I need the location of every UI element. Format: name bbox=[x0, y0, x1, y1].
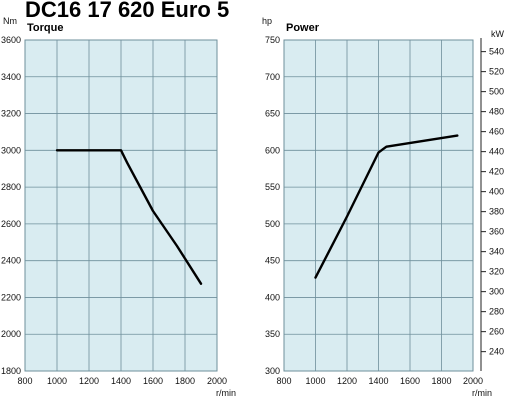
chart-2-y-right-tick-label: 280 bbox=[489, 307, 504, 317]
chart-2-y-tick-label: 750 bbox=[265, 35, 280, 45]
chart-1-y-unit-label: Nm bbox=[3, 16, 17, 26]
chart-2-y-right-tick-label: 440 bbox=[489, 147, 504, 157]
chart-2-title: Power bbox=[286, 22, 320, 34]
chart-2-y-right-tick-label: 520 bbox=[489, 67, 504, 77]
chart-1-y-tick-label: 3000 bbox=[1, 145, 21, 155]
chart-2-y-right-tick-label: 460 bbox=[489, 127, 504, 137]
chart-2-y-tick-label: 500 bbox=[265, 219, 280, 229]
chart-2-y-tick-label: 300 bbox=[265, 366, 280, 376]
chart-2-x-tick-label: 1600 bbox=[400, 376, 420, 386]
chart-1-y-tick-label: 2200 bbox=[1, 292, 21, 302]
page-title: DC16 17 620 Euro 5 bbox=[25, 0, 230, 22]
chart-1-series-line bbox=[55, 149, 203, 285]
chart-2-x-tick-label: 1200 bbox=[337, 376, 357, 386]
chart-2-y-unit-label: hp bbox=[262, 16, 272, 26]
chart-2-x-tick-label: 1000 bbox=[305, 376, 325, 386]
chart-2-x-tick-label: 1800 bbox=[431, 376, 451, 386]
chart-2-x-tick-label: 1400 bbox=[368, 376, 388, 386]
chart-1-x-tick-label: 1600 bbox=[143, 376, 163, 386]
chart-2-y-right-tick-label: 420 bbox=[489, 167, 504, 177]
chart-1-title: Torque bbox=[27, 22, 63, 34]
chart-2-y-right-tick-label: 400 bbox=[489, 187, 504, 197]
chart-1-y-tick-label: 2400 bbox=[1, 256, 21, 266]
chart-2-x-tick-label: 2000 bbox=[463, 376, 483, 386]
chart-2-y-right-tick-label: 540 bbox=[489, 47, 504, 57]
chart-1-x-tick-label: 1000 bbox=[47, 376, 67, 386]
chart-1-y-tick-label: 3600 bbox=[1, 35, 21, 45]
chart-1-y-tick-label: 1800 bbox=[1, 366, 21, 376]
chart-2-y-right-tick-label: 240 bbox=[489, 347, 504, 357]
chart-2-y-right-tick-label: 500 bbox=[489, 87, 504, 97]
chart-2-y-right-tick-label: 480 bbox=[489, 107, 504, 117]
chart-1-y-tick-label: 2000 bbox=[1, 329, 21, 339]
chart-2-y-tick-label: 350 bbox=[265, 329, 280, 339]
chart-2-y-right-tick-label: 340 bbox=[489, 247, 504, 257]
chart-1-x-tick-label: 1800 bbox=[175, 376, 195, 386]
chart-2-x-unit-label: r/min bbox=[472, 388, 492, 398]
chart-2-y-tick-label: 550 bbox=[265, 182, 280, 192]
chart-2-y-right-tick-label: 320 bbox=[489, 267, 504, 277]
chart-2-y-right-tick-label: 380 bbox=[489, 207, 504, 217]
chart-1-x-tick-label: 800 bbox=[17, 376, 32, 386]
chart-2-y-right-tick-label: 300 bbox=[489, 287, 504, 297]
chart-2-y-tick-label: 650 bbox=[265, 109, 280, 119]
chart-1-y-tick-label: 2800 bbox=[1, 182, 21, 192]
chart-2-y-tick-label: 600 bbox=[265, 145, 280, 155]
chart-1-x-unit-label: r/min bbox=[216, 388, 236, 398]
chart-2-y-right-tick-label: 360 bbox=[489, 227, 504, 237]
chart-2-series-line bbox=[314, 134, 459, 279]
chart-2-y-tick-label: 400 bbox=[265, 292, 280, 302]
chart-1-x-tick-label: 1200 bbox=[79, 376, 99, 386]
chart-2-x-tick-label: 800 bbox=[276, 376, 291, 386]
chart-2-y-tick-label: 700 bbox=[265, 72, 280, 82]
chart-2-y-tick-label: 450 bbox=[265, 256, 280, 266]
chart-1-x-tick-label: 2000 bbox=[207, 376, 227, 386]
chart-1-y-tick-label: 3200 bbox=[1, 109, 21, 119]
chart-2-y-right-unit-label: kW bbox=[491, 29, 505, 39]
chart-1-y-tick-label: 3400 bbox=[1, 72, 21, 82]
chart-1-y-tick-label: 2600 bbox=[1, 219, 21, 229]
chart-2-y-right-tick-label: 260 bbox=[489, 327, 504, 337]
chart-1-x-tick-label: 1400 bbox=[111, 376, 131, 386]
